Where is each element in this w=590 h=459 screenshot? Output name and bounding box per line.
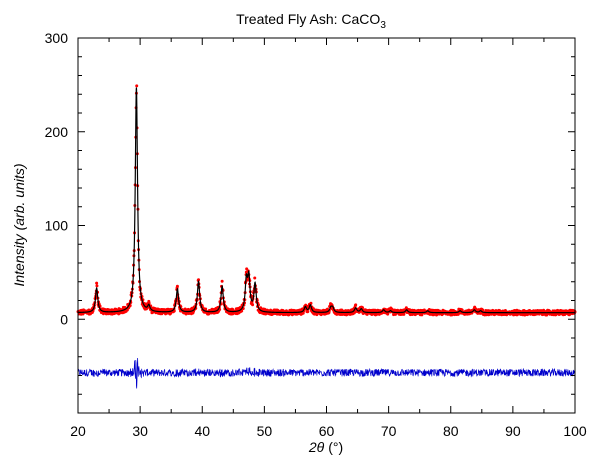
x-tick-label: 20 bbox=[70, 423, 86, 439]
x-tick-label: 90 bbox=[505, 423, 521, 439]
observed-point bbox=[311, 307, 315, 311]
observed-point bbox=[95, 284, 99, 288]
observed-point bbox=[253, 276, 257, 280]
observed-point bbox=[309, 301, 313, 305]
x-axis-label: 2θ (°) bbox=[308, 439, 343, 455]
y-axis-label-main: Intensity bbox=[11, 233, 27, 286]
y-tick-label: 200 bbox=[45, 124, 69, 140]
x-tick-label: 40 bbox=[194, 423, 210, 439]
observed-point bbox=[95, 281, 99, 285]
y-axis-label-unit: (arb. units) bbox=[11, 163, 27, 230]
x-tick-label: 80 bbox=[443, 423, 459, 439]
plot-area bbox=[76, 84, 577, 389]
axis-ticks: 20 30 40 50 60 70 80 90 100 0 100 200 300 bbox=[45, 30, 587, 439]
observed-point bbox=[354, 303, 358, 307]
observed-point bbox=[197, 278, 201, 282]
observed-point bbox=[220, 279, 224, 283]
y-axis-label: Intensity (arb. units) bbox=[11, 163, 27, 286]
observed-point bbox=[259, 306, 263, 310]
x-tick-label: 60 bbox=[319, 423, 335, 439]
observed-point bbox=[402, 312, 406, 316]
observed-point bbox=[175, 284, 179, 288]
observed-point bbox=[135, 84, 139, 88]
observed-point bbox=[481, 308, 485, 312]
x-tick-label: 50 bbox=[257, 423, 273, 439]
x-tick-label: 100 bbox=[563, 423, 587, 439]
x-axis-label-unit: (°) bbox=[328, 439, 343, 455]
x-tick-label: 30 bbox=[132, 423, 148, 439]
chart-title: Treated Fly Ash: CaCO3 bbox=[236, 11, 386, 31]
x-tick-label: 70 bbox=[381, 423, 397, 439]
y-tick-label: 0 bbox=[60, 311, 68, 327]
observed-point bbox=[484, 309, 488, 313]
observed-point bbox=[306, 310, 310, 314]
chart-title-subscript: 3 bbox=[380, 20, 386, 31]
y-tick-label: 300 bbox=[45, 30, 69, 46]
x-axis-label-symbol: 2θ bbox=[308, 439, 325, 455]
difference-line bbox=[77, 358, 576, 389]
observed-point bbox=[240, 309, 244, 313]
plot-frame bbox=[77, 37, 576, 414]
observed-point bbox=[125, 308, 129, 312]
calculated-line bbox=[78, 87, 575, 314]
observed-point bbox=[251, 303, 255, 307]
y-tick-label: 100 bbox=[45, 218, 69, 234]
observed-points bbox=[76, 84, 577, 317]
observed-point bbox=[416, 308, 420, 312]
chart-title-main: Treated Fly Ash: CaCO bbox=[236, 11, 380, 27]
difference-curve bbox=[77, 358, 576, 389]
observed-point bbox=[204, 307, 208, 311]
calculated-curve bbox=[78, 87, 575, 314]
